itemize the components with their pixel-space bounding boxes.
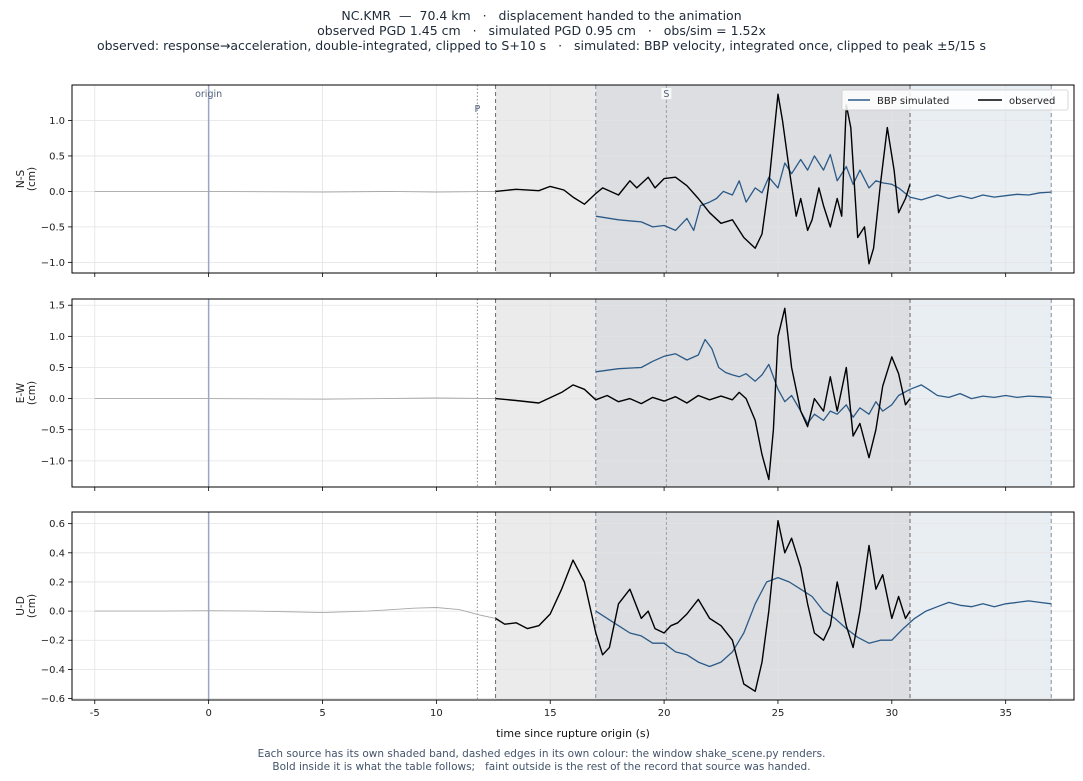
marker-label-s: S [663,89,669,100]
observed-window-band [495,85,596,273]
y-tick-label: 1.5 [49,301,65,312]
overlap-window-band [595,85,911,273]
y-axis-label-line: E-W [15,382,27,403]
panel-3: −0.6 −0.4 −0.2 0.0 0.2 0.4 0.6 -5 0 5 10 15 20 25 30 35… [15,511,1075,719]
observed-series-line [495,93,911,265]
faint-pre-window-trace [94,190,496,193]
marker-label-bg [661,88,672,99]
overlap-window-band [595,299,911,487]
y-tick-label: −0.2 [41,636,65,647]
faint-pre-window-trace [94,607,496,619]
x-tick-label: 15 [544,708,557,719]
simulated-series-line [595,153,1052,232]
observed-window-band [495,299,596,487]
simulated-series-line [595,576,1052,668]
axes-frame [71,298,1075,488]
x-axis-label: time since rupture origin (s) [496,727,650,740]
legend-box [841,89,1069,111]
y-tick-label: 0.0 [49,187,65,198]
y-tick-label: 0.2 [49,577,65,588]
y-axis-label: E-W(cm) [15,381,38,405]
title-line-1: NC.KMR — 70.4 km · displacement handed t… [341,8,742,23]
faint-pre-window-trace [94,397,496,400]
chart-title: NC.KMR — 70.4 km · displacement handed t… [0,8,1083,53]
y-axis-label: N-S(cm) [15,167,38,191]
y-tick-label: 1.0 [49,116,65,127]
panel-1: −1.0 −0.5 0.0 0.5 1.0 N-S(cm) origin P S BBP simu… [15,84,1075,277]
y-tick-label: 0.5 [49,363,65,374]
simulated-window-band [910,85,1052,273]
y-tick-label: −1.0 [41,258,65,269]
title-line-3: observed: response→acceleration, double-… [96,38,987,53]
y-tick-label: −1.0 [41,456,65,467]
x-tick-label: 5 [319,708,325,719]
y-axis-label-line: U-D [15,596,27,616]
chart-footer-note: Each source has its own shaded band, das… [0,748,1083,773]
y-tick-label: −0.5 [41,425,65,436]
y-tick-label: 0.5 [49,151,65,162]
x-tick-label: 0 [205,708,211,719]
legend-label-simulated: BBP simulated [877,96,949,107]
marker-label-origin: origin [195,89,222,100]
footer-line-2: Bold inside it is what the table follows… [272,760,811,773]
footer-line-1: Each source has its own shaded band, das… [257,748,826,760]
x-tick-label: 25 [772,708,785,719]
y-tick-label: −0.4 [41,665,65,676]
simulated-series-line [595,338,1052,425]
traces [94,307,1052,481]
title-line-2: observed PGD 1.45 cm · simulated PGD 0.9… [317,23,766,38]
overlap-window-band [595,512,911,700]
y-tick-label: 0.4 [49,548,65,559]
traces [94,520,1052,692]
legend-label-observed: observed [1009,96,1055,107]
y-axis-label-line: (cm) [26,381,38,405]
traces [94,93,1052,265]
y-axis-label-line: (cm) [26,167,38,191]
y-axis-label-line: (cm) [26,594,38,618]
chart-legend: BBP simulated observed [841,89,1069,111]
observed-window-band [495,512,596,700]
axes-frame [71,511,1075,701]
observed-series-line [495,520,911,692]
y-tick-label: 1.0 [49,332,65,343]
y-tick-label: 0.0 [49,607,65,618]
marker-label-p: P [474,104,480,115]
observed-series-line [495,307,911,481]
y-tick-label: 0.0 [49,394,65,405]
y-tick-label: −0.6 [41,694,65,705]
y-tick-label: 0.6 [49,519,65,530]
simulated-window-band [910,299,1052,487]
x-tick-label: -5 [90,708,100,719]
panel-2: −1.0 −0.5 0.0 0.5 1.0 1.5 E-W(cm) [15,298,1075,491]
simulated-window-band [910,512,1052,700]
axes-frame [71,84,1075,274]
y-axis-label-line: N-S [15,170,27,189]
y-tick-label: −0.5 [41,222,65,233]
x-tick-label: 10 [430,708,443,719]
x-tick-label: 20 [658,708,671,719]
x-tick-label: 35 [999,708,1012,719]
x-tick-label: 30 [885,708,898,719]
y-axis-label: U-D(cm) [15,594,38,618]
